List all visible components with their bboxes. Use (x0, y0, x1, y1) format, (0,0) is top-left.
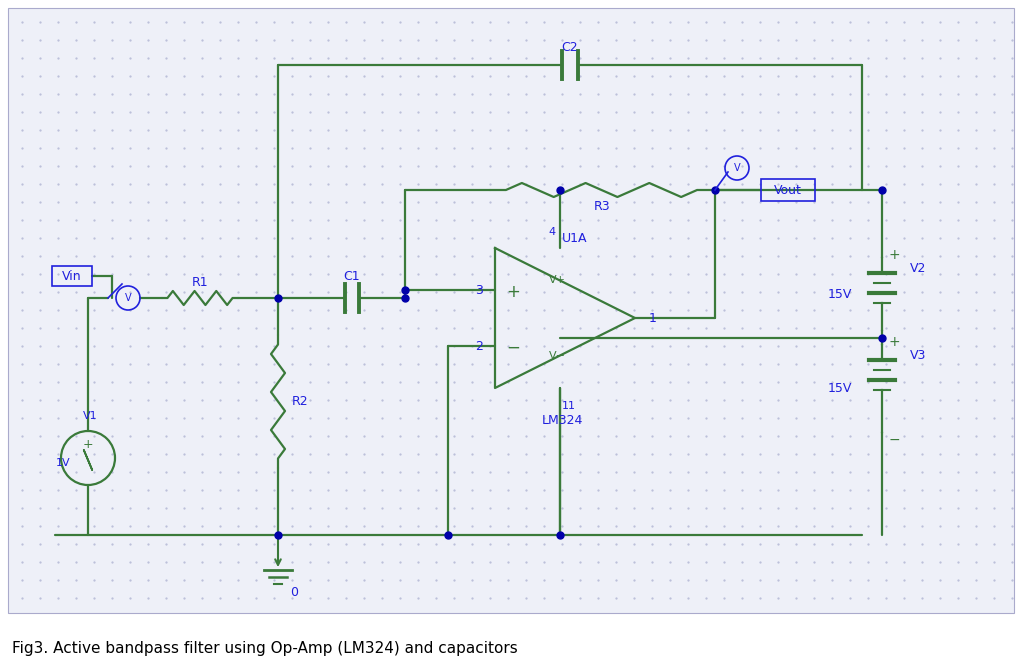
Text: V3: V3 (910, 348, 927, 361)
Text: Vout: Vout (774, 183, 802, 197)
Text: 15V: 15V (827, 382, 852, 395)
Text: V: V (733, 163, 740, 173)
Text: 11: 11 (562, 401, 575, 411)
Text: R2: R2 (292, 395, 308, 408)
Text: R3: R3 (594, 199, 610, 213)
Text: C2: C2 (562, 40, 579, 54)
Text: +: + (506, 283, 520, 301)
Text: +: + (888, 248, 900, 262)
Text: Fig3. Active bandpass filter using Op-Amp (LM324) and capacitors: Fig3. Active bandpass filter using Op-Am… (12, 641, 518, 655)
Text: −: − (506, 339, 520, 357)
Text: 4: 4 (549, 227, 556, 237)
Text: +: + (888, 335, 900, 349)
Text: 1V: 1V (55, 458, 71, 468)
Text: V: V (125, 293, 131, 303)
Text: V−: V− (549, 351, 565, 361)
Text: V+: V+ (549, 275, 565, 285)
Text: R1: R1 (191, 275, 208, 289)
Text: 1: 1 (649, 312, 656, 324)
Text: LM324: LM324 (542, 414, 584, 426)
Text: V2: V2 (910, 261, 927, 275)
Text: 2: 2 (475, 340, 483, 352)
Text: U1A: U1A (562, 232, 588, 244)
Text: C1: C1 (344, 269, 360, 283)
Text: 15V: 15V (827, 287, 852, 301)
Text: 3: 3 (475, 283, 483, 297)
Text: −: − (888, 433, 900, 447)
Text: 0: 0 (290, 587, 298, 600)
Text: +: + (83, 438, 93, 451)
Text: Vin: Vin (62, 269, 82, 283)
Text: V1: V1 (83, 411, 97, 421)
Bar (52, 266, 92, 286)
Bar (761, 179, 815, 201)
